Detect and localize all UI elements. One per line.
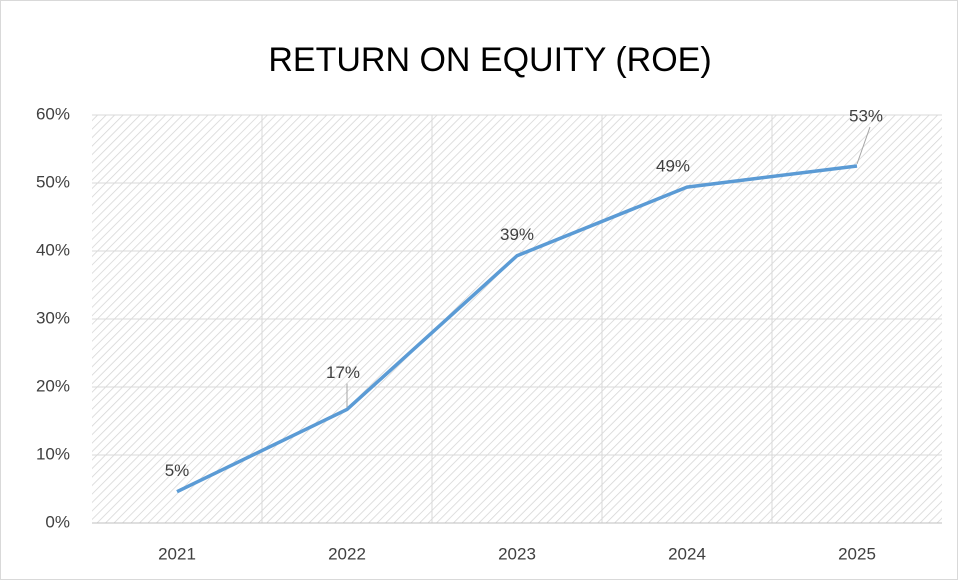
data-label: 53% [849,106,883,125]
y-tick-label: 60% [36,104,70,123]
x-tick-label: 2025 [838,544,876,563]
y-tick-label: 40% [36,240,70,259]
y-tick-label: 30% [36,308,70,327]
x-tick-label: 2023 [498,544,536,563]
data-label: 49% [656,157,690,176]
x-tick-label: 2024 [668,544,706,563]
y-tick-label: 10% [36,444,70,463]
x-tick-label: 2021 [158,544,196,563]
data-line [176,164,858,494]
chart-title: RETURN ON EQUITY (ROE) [268,41,711,79]
x-tick-label: 2022 [328,544,366,563]
data-label: 39% [500,225,534,244]
data-label: 5% [165,461,190,480]
y-tick-label: 20% [36,376,70,395]
y-tick-label: 50% [36,172,70,191]
data-label: 17% [326,363,360,382]
leader-line [856,126,871,165]
y-tick-label: 0% [45,512,70,531]
